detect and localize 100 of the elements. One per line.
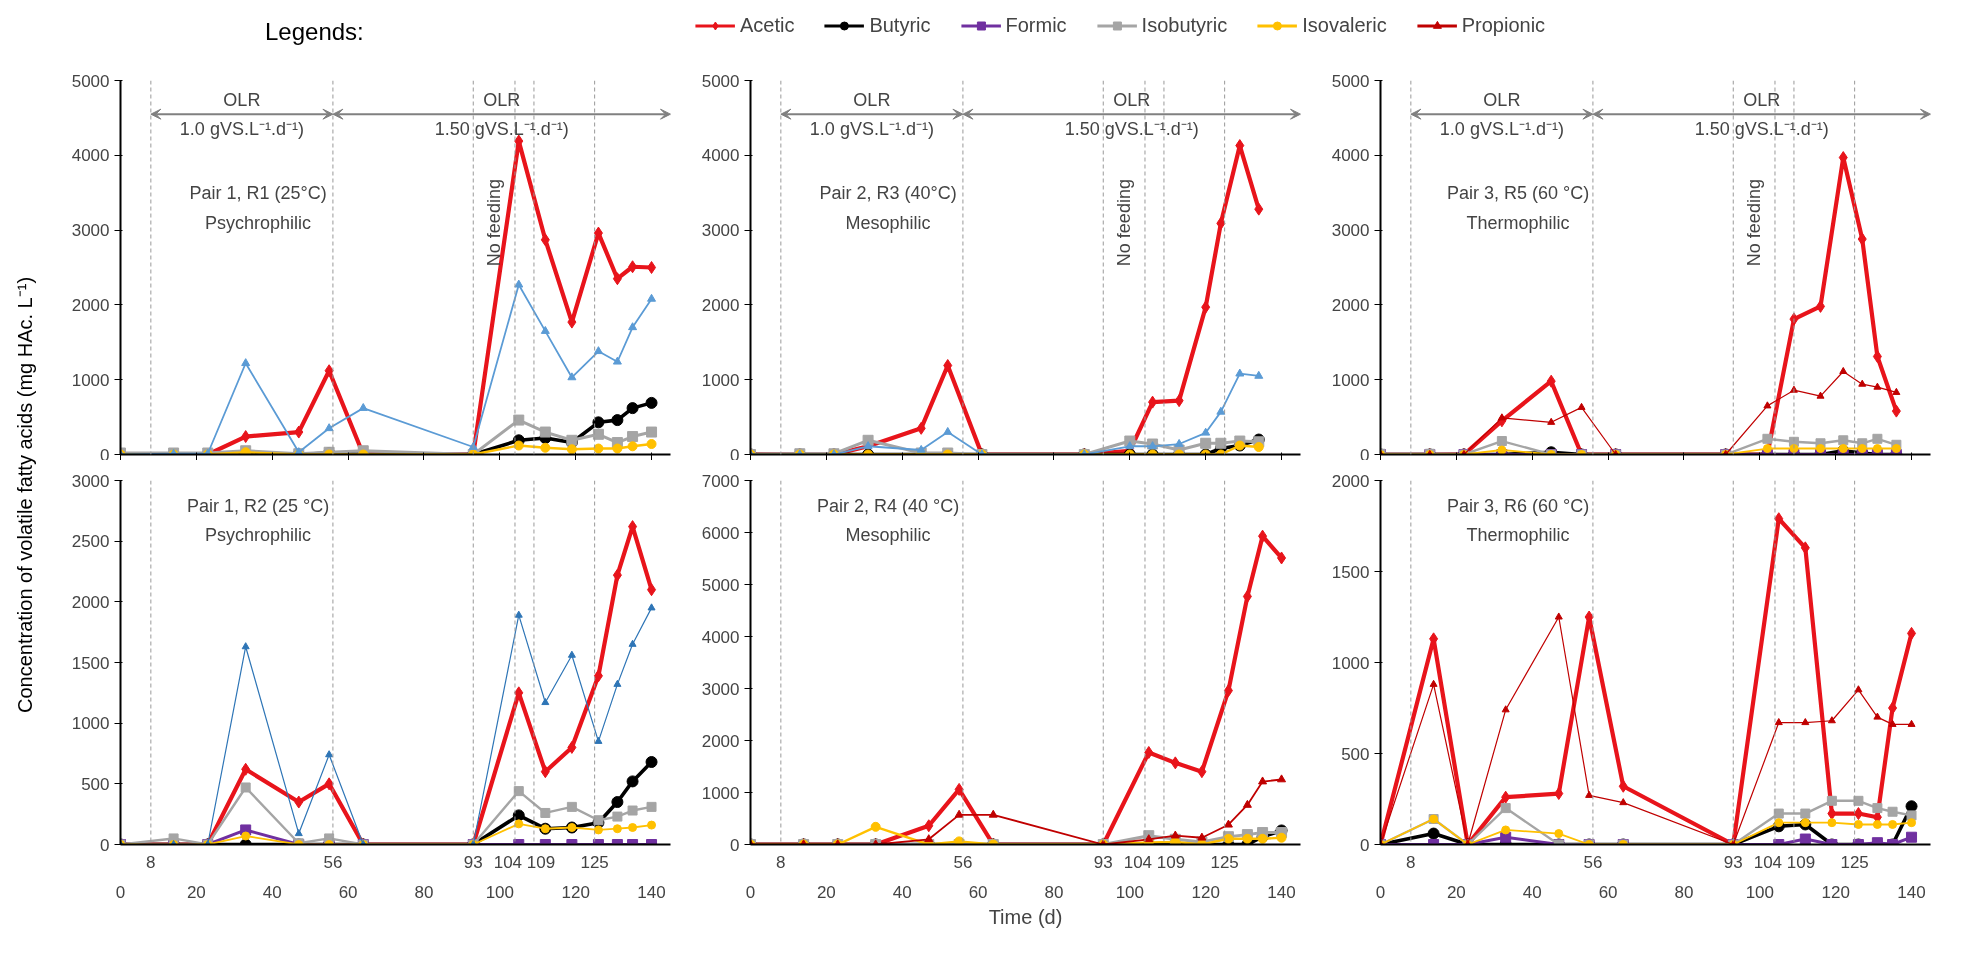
x-tick-label: 100 xyxy=(485,882,514,902)
y-tick-label: 5000 xyxy=(71,71,110,91)
y-tick-label: 2000 xyxy=(1331,295,1370,315)
text: Thermophilic xyxy=(1466,212,1570,233)
x-tick-label: 100 xyxy=(1745,882,1774,902)
text: Psychrophilic xyxy=(204,525,312,546)
ref-line-label: 125 xyxy=(1840,852,1869,872)
y-tick-label: 2000 xyxy=(1331,471,1370,491)
y-tick-label: 3000 xyxy=(701,679,740,699)
legend-label: Acetic xyxy=(739,13,795,37)
y-tick-label: 2000 xyxy=(701,731,740,751)
text: Pair 1, R2 (25 °C) xyxy=(186,495,330,516)
x-tick-label: 100 xyxy=(1115,882,1144,902)
text: Pair 2, R3 (40°C) xyxy=(819,182,957,203)
y-tick-label: 4000 xyxy=(701,146,740,166)
text: Pair 2, R4 (40 °C) xyxy=(816,495,960,516)
ref-line-label: 109 xyxy=(1156,852,1186,872)
ref-line-label: 8 xyxy=(146,852,156,872)
x-tick-label: 120 xyxy=(561,882,590,902)
y-tick-label: 2000 xyxy=(701,295,740,315)
x-tick-label: 140 xyxy=(637,882,666,902)
ref-line-label: 8 xyxy=(1406,852,1416,872)
x-tick-label: 0 xyxy=(745,882,756,902)
text: Mesophilic xyxy=(845,212,931,233)
annotation: No feeding xyxy=(484,179,505,267)
annotation: OLR 1.50 gVS.L⁻¹.d⁻¹) xyxy=(1694,90,1829,140)
annotation: No feeding xyxy=(1114,179,1135,267)
ref-line-label: 125 xyxy=(580,852,609,872)
y-tick-label: 0 xyxy=(730,835,740,855)
y-tick-label: 1000 xyxy=(71,714,110,734)
ref-line-label: 8 xyxy=(776,852,786,872)
x-tick-label: 120 xyxy=(1821,882,1850,902)
text: Pair 3, R6 (60 °C) xyxy=(1446,495,1590,516)
y-tick-label: 5000 xyxy=(701,71,740,91)
y-tick-label: 500 xyxy=(1341,744,1370,764)
y-tick-label: 0 xyxy=(1360,835,1370,855)
y-tick-label: 1000 xyxy=(1331,653,1370,673)
ref-line-label: 104 xyxy=(1753,852,1783,872)
x-tick-label: 80 xyxy=(1674,882,1694,902)
x-tick-label: 20 xyxy=(186,882,206,902)
annotation: No feeding xyxy=(1744,179,1765,267)
y-tick-label: 2500 xyxy=(71,532,110,552)
y-tick-label: 4000 xyxy=(71,146,110,166)
y-tick-label: 0 xyxy=(1360,445,1370,465)
y-tick-label: 1000 xyxy=(701,783,740,803)
y-tick-label: 1500 xyxy=(1331,562,1370,582)
x-tick-label: 80 xyxy=(1044,882,1064,902)
annotation: OLR 1.50 gVS.L⁻¹.d⁻¹) xyxy=(1064,90,1199,140)
ref-line-label: 109 xyxy=(1786,852,1816,872)
legend-label: Propionic xyxy=(1461,13,1546,37)
ref-line-label: 104 xyxy=(493,852,523,872)
annotation: OLR 1.50 gVS.L⁻¹.d⁻¹) xyxy=(434,90,569,140)
x-tick-label: 40 xyxy=(892,882,912,902)
annotation: OLR 1.0 gVS.L⁻¹.d⁻¹) xyxy=(809,90,934,140)
y-tick-label: 0 xyxy=(100,445,110,465)
legend-label: Isovaleric xyxy=(1302,13,1387,37)
y-tick-label: 500 xyxy=(81,774,110,794)
y-tick-label: 4000 xyxy=(1331,146,1370,166)
y-tick-label: 3000 xyxy=(71,221,110,241)
y-tick-label: 5000 xyxy=(701,575,740,595)
ref-line-label: 56 xyxy=(323,852,343,872)
x-tick-label: 140 xyxy=(1897,882,1926,902)
x-tick-label: 0 xyxy=(1375,882,1386,902)
ref-line-label: 56 xyxy=(1583,852,1603,872)
ref-line-label: 56 xyxy=(953,852,973,872)
y-tick-label: 6000 xyxy=(701,523,740,543)
x-tick-label: 40 xyxy=(1522,882,1542,902)
y-tick-label: 1500 xyxy=(71,653,110,673)
text: Pair 3, R5 (60 °C) xyxy=(1446,182,1590,203)
y-axis-title: Concentration of volatile fatty acids (mg HAc. L⁻¹) xyxy=(12,276,37,714)
ref-line-label: 109 xyxy=(526,852,556,872)
ref-line-label: 93 xyxy=(1723,852,1743,872)
y-tick-label: 1000 xyxy=(1331,370,1370,390)
y-tick-label: 4000 xyxy=(701,627,740,647)
y-tick-label: 3000 xyxy=(1331,221,1370,241)
text: Pair 1, R1 (25°C) xyxy=(189,182,327,203)
x-tick-label: 140 xyxy=(1267,882,1296,902)
legend-label: Butyric xyxy=(869,13,931,37)
legend-title: Legends: xyxy=(265,17,364,47)
y-tick-label: 5000 xyxy=(1331,71,1370,91)
y-tick-label: 1000 xyxy=(71,370,110,390)
y-tick-label: 0 xyxy=(100,835,110,855)
text: Psychrophilic xyxy=(204,212,312,233)
x-tick-label: 40 xyxy=(262,882,282,902)
y-tick-label: 7000 xyxy=(701,471,740,491)
text: Thermophilic xyxy=(1466,525,1570,546)
x-axis-title: Time (d) xyxy=(988,905,1063,928)
x-tick-label: 60 xyxy=(1598,882,1618,902)
x-tick-label: 80 xyxy=(414,882,434,902)
annotation: OLR 1.0 gVS.L⁻¹.d⁻¹) xyxy=(1439,90,1564,140)
x-tick-label: 20 xyxy=(816,882,836,902)
y-tick-label: 3000 xyxy=(71,471,110,491)
y-tick-label: 0 xyxy=(730,445,740,465)
y-tick-label: 1000 xyxy=(701,370,740,390)
x-tick-label: 60 xyxy=(338,882,358,902)
x-tick-label: 120 xyxy=(1191,882,1220,902)
y-tick-label: 3000 xyxy=(701,221,740,241)
legend-label: Isobutyric xyxy=(1141,13,1228,37)
y-tick-label: 2000 xyxy=(71,592,110,612)
y-tick-label: 2000 xyxy=(71,295,110,315)
